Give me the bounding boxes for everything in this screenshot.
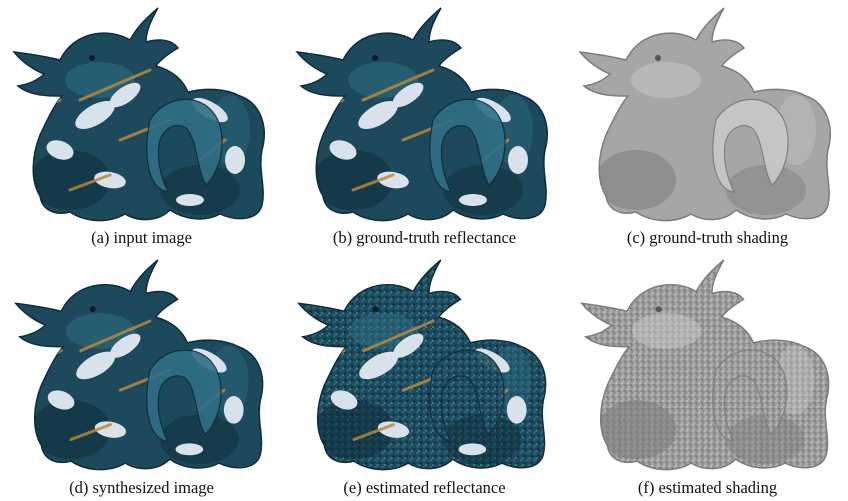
panel-c: (c) ground-truth shading — [566, 0, 848, 249]
caption-a: (a) input image — [91, 228, 192, 247]
dragon-image-e — [297, 259, 547, 471]
dragon-figure — [13, 7, 265, 222]
dragon-figure — [14, 259, 264, 471]
dragon-image-a — [13, 7, 265, 222]
dragon-figure — [297, 259, 547, 471]
panel-b: (b) ground-truth reflectance — [283, 0, 566, 249]
caption-d: (d) synthesized image — [69, 478, 214, 497]
dragon-image-f — [580, 259, 830, 471]
panel-a: (a) input image — [0, 0, 283, 249]
dragon-figure — [579, 7, 831, 222]
caption-c: (c) ground-truth shading — [626, 228, 789, 247]
caption-b: (b) ground-truth reflectance — [332, 228, 517, 247]
caption-f: (f) estimated shading — [637, 478, 778, 497]
dragon-figure — [580, 259, 830, 471]
dragon-figure — [296, 7, 548, 222]
caption-e: (e) estimated reflectance — [343, 478, 506, 497]
dragon-image-c — [579, 7, 831, 222]
panel-f: (f) estimated shading — [566, 252, 848, 501]
panel-e: (e) estimated reflectance — [283, 252, 566, 501]
dragon-image-b — [296, 7, 548, 222]
dragon-image-d — [14, 259, 264, 471]
panel-d: (d) synthesized image — [0, 252, 283, 501]
